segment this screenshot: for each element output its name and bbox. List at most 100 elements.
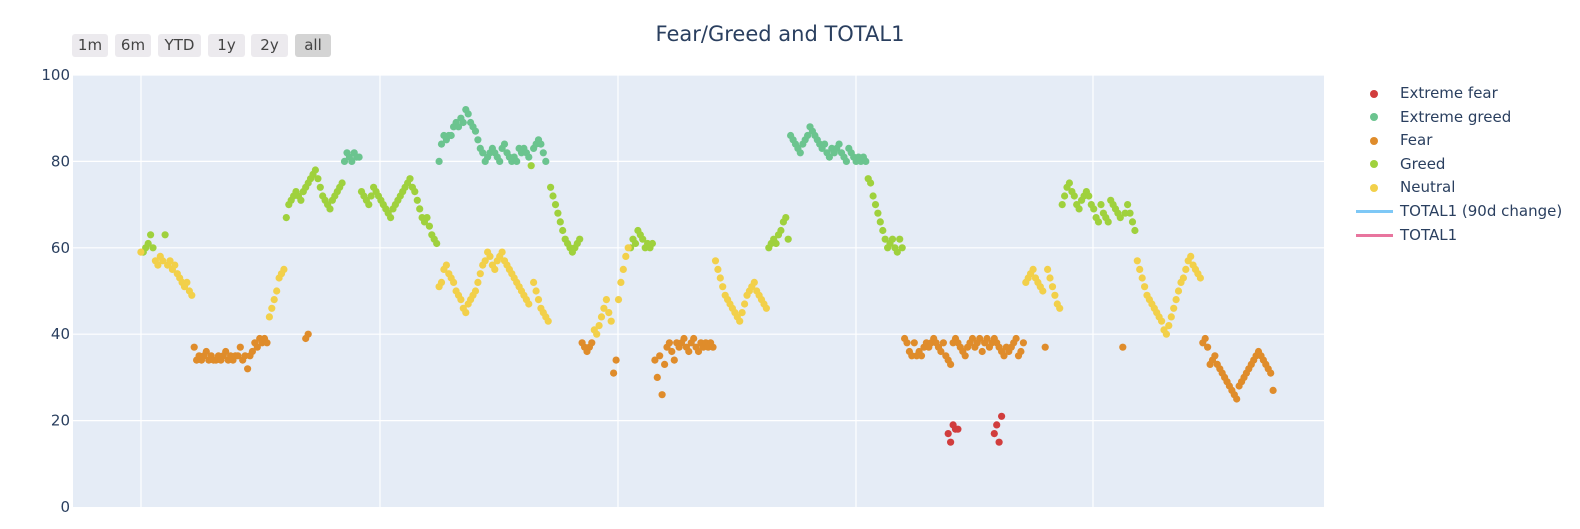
data-point[interactable] bbox=[903, 339, 911, 347]
data-point[interactable] bbox=[658, 391, 666, 399]
data-point[interactable] bbox=[600, 304, 608, 312]
data-point[interactable] bbox=[316, 183, 324, 191]
data-point[interactable] bbox=[525, 300, 533, 308]
data-point[interactable] bbox=[595, 322, 603, 330]
data-point[interactable] bbox=[1167, 313, 1175, 321]
data-point[interactable] bbox=[944, 430, 952, 438]
data-point[interactable] bbox=[527, 162, 535, 170]
data-point[interactable] bbox=[593, 330, 601, 338]
data-point[interactable] bbox=[437, 278, 446, 286]
range-button-2y[interactable]: 2y bbox=[251, 34, 288, 57]
data-point[interactable] bbox=[1204, 343, 1212, 351]
data-point[interactable] bbox=[668, 347, 676, 356]
data-point[interactable] bbox=[716, 274, 724, 282]
data-point[interactable] bbox=[1051, 291, 1059, 299]
data-point[interactable] bbox=[253, 343, 261, 351]
legend-item[interactable]: TOTAL1 (90d change) bbox=[1356, 200, 1571, 224]
data-point[interactable] bbox=[1158, 317, 1166, 325]
data-point[interactable] bbox=[835, 140, 843, 148]
data-point[interactable] bbox=[471, 287, 480, 295]
data-point[interactable] bbox=[993, 421, 1001, 429]
data-point[interactable] bbox=[842, 157, 851, 165]
data-point[interactable] bbox=[605, 309, 613, 317]
data-point[interactable] bbox=[166, 257, 174, 265]
data-point[interactable] bbox=[796, 149, 804, 157]
data-point[interactable] bbox=[355, 153, 363, 161]
data-point[interactable] bbox=[551, 201, 560, 209]
data-point[interactable] bbox=[893, 248, 901, 256]
data-point[interactable] bbox=[1165, 322, 1173, 330]
data-point[interactable] bbox=[263, 339, 271, 347]
data-point[interactable] bbox=[1048, 283, 1057, 291]
data-point[interactable] bbox=[161, 231, 169, 239]
data-point[interactable] bbox=[869, 192, 877, 200]
data-point[interactable] bbox=[304, 330, 312, 338]
data-point[interactable] bbox=[881, 235, 889, 243]
data-point[interactable] bbox=[202, 347, 210, 356]
data-point[interactable] bbox=[784, 235, 792, 243]
data-point[interactable] bbox=[1056, 304, 1064, 312]
data-point[interactable] bbox=[147, 231, 155, 239]
data-point[interactable] bbox=[1201, 334, 1209, 343]
data-point[interactable] bbox=[1124, 201, 1132, 209]
data-point[interactable] bbox=[1172, 296, 1180, 304]
data-point[interactable] bbox=[617, 278, 625, 286]
data-point[interactable] bbox=[1017, 347, 1025, 356]
data-point[interactable] bbox=[1179, 274, 1187, 282]
legend-item[interactable]: Neutral bbox=[1356, 176, 1571, 200]
data-point[interactable] bbox=[648, 239, 657, 248]
data-point[interactable] bbox=[631, 239, 640, 248]
data-point[interactable] bbox=[665, 339, 674, 347]
data-point[interactable] bbox=[1041, 343, 1049, 351]
range-button-all[interactable]: all bbox=[295, 34, 331, 57]
data-point[interactable] bbox=[1094, 218, 1103, 226]
data-point[interactable] bbox=[481, 257, 489, 265]
data-point[interactable] bbox=[1269, 386, 1277, 394]
data-point[interactable] bbox=[1029, 265, 1037, 273]
data-point[interactable] bbox=[450, 278, 458, 286]
data-point[interactable] bbox=[1090, 205, 1098, 213]
data-point[interactable] bbox=[547, 183, 555, 191]
data-point[interactable] bbox=[154, 261, 162, 269]
data-point[interactable] bbox=[680, 334, 688, 343]
data-point[interactable] bbox=[537, 140, 545, 148]
data-point[interactable] bbox=[171, 261, 179, 269]
data-point[interactable] bbox=[1211, 352, 1219, 360]
data-point[interactable] bbox=[1061, 192, 1069, 200]
data-point[interactable] bbox=[273, 287, 281, 295]
data-point[interactable] bbox=[454, 123, 463, 131]
data-point[interactable] bbox=[544, 317, 552, 325]
data-point[interactable] bbox=[821, 140, 829, 148]
data-point[interactable] bbox=[1170, 304, 1178, 312]
data-point[interactable] bbox=[423, 214, 431, 222]
data-point[interactable] bbox=[234, 352, 242, 360]
data-point[interactable] bbox=[939, 339, 948, 347]
data-point[interactable] bbox=[222, 347, 230, 356]
data-point[interactable] bbox=[694, 347, 703, 356]
legend-item[interactable]: Extreme greed bbox=[1356, 106, 1571, 130]
data-point[interactable] bbox=[144, 239, 152, 248]
data-point[interactable] bbox=[937, 347, 945, 356]
range-button-1m[interactable]: 1m bbox=[72, 34, 108, 57]
data-point[interactable] bbox=[777, 226, 785, 235]
data-point[interactable] bbox=[559, 226, 567, 235]
data-point[interactable] bbox=[1174, 287, 1183, 295]
legend-item[interactable]: Greed bbox=[1356, 153, 1571, 177]
data-point[interactable] bbox=[661, 360, 669, 368]
data-point[interactable] bbox=[188, 291, 196, 299]
data-point[interactable] bbox=[898, 244, 906, 252]
data-point[interactable] bbox=[270, 296, 278, 304]
data-point[interactable] bbox=[961, 352, 969, 360]
data-point[interactable] bbox=[1070, 192, 1078, 200]
data-point[interactable] bbox=[1128, 218, 1137, 226]
data-point[interactable] bbox=[670, 356, 678, 364]
data-point[interactable] bbox=[804, 131, 812, 140]
data-point[interactable] bbox=[1039, 287, 1047, 295]
data-point[interactable] bbox=[1133, 257, 1141, 265]
data-point[interactable] bbox=[462, 309, 470, 317]
data-point[interactable] bbox=[476, 270, 484, 278]
data-point[interactable] bbox=[542, 157, 550, 165]
data-point[interactable] bbox=[1012, 334, 1020, 343]
data-point[interactable] bbox=[1162, 330, 1170, 338]
data-point[interactable] bbox=[513, 157, 521, 165]
